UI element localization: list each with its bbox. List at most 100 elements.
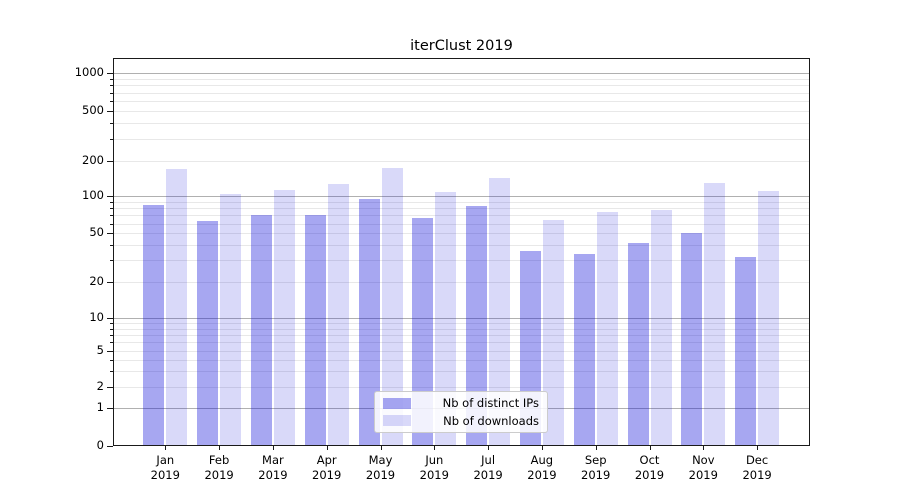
bar-distinct-ips xyxy=(143,204,165,446)
gridline-minor xyxy=(114,223,809,225)
gridline-minor xyxy=(114,281,809,283)
bar-downloads xyxy=(704,182,726,446)
bar-downloads xyxy=(758,191,780,446)
x-axis-tick-label: Mar 2019 xyxy=(258,453,288,482)
y-minor-tick-mark xyxy=(110,123,113,125)
x-tick-mark xyxy=(380,446,382,450)
x-tick-mark xyxy=(595,446,597,450)
y-minor-tick-mark xyxy=(110,92,113,94)
x-axis-tick-label: Oct 2019 xyxy=(634,453,665,482)
gridline-minor xyxy=(114,111,809,112)
x-axis-tick-label: Nov 2019 xyxy=(688,453,718,482)
y-axis-tick-label: 500 xyxy=(82,103,104,117)
gridline-minor xyxy=(114,328,809,330)
y-tick-mark xyxy=(107,351,113,352)
gridline-minor xyxy=(114,351,809,352)
bar-downloads xyxy=(435,192,457,446)
x-tick-mark xyxy=(272,446,274,450)
y-tick-mark xyxy=(107,318,113,320)
bar-distinct-ips xyxy=(304,215,326,446)
y-axis-tick-label: 50 xyxy=(89,225,104,240)
x-tick-mark xyxy=(165,446,167,450)
bar-distinct-ips xyxy=(197,220,219,446)
y-axis-tick-label: 2 xyxy=(96,378,104,393)
gridline-minor xyxy=(114,335,809,337)
x-axis-tick-label: May 2019 xyxy=(365,453,396,482)
x-axis-tick-label: Dec 2019 xyxy=(742,453,772,482)
x-tick-mark xyxy=(219,446,221,450)
gridline-minor xyxy=(114,370,809,372)
y-tick-mark xyxy=(107,281,113,283)
bar-distinct-ips xyxy=(250,215,272,446)
x-tick-mark xyxy=(757,446,759,450)
bar-downloads xyxy=(327,184,349,446)
y-minor-tick-mark xyxy=(110,328,113,330)
bar-distinct-ips xyxy=(358,198,380,446)
gridline-minor xyxy=(114,215,809,217)
gridline-minor xyxy=(114,342,809,344)
y-minor-tick-mark xyxy=(110,370,113,372)
bar-distinct-ips xyxy=(627,242,649,446)
bar-distinct-ips xyxy=(573,253,595,446)
gridline-minor xyxy=(114,101,809,103)
legend-label-distinct-ips: Nb of distinct IPs xyxy=(442,396,539,411)
gridline-minor xyxy=(114,359,809,361)
y-tick-mark xyxy=(107,161,113,162)
x-axis-tick-label: Jun 2019 xyxy=(419,453,449,482)
y-minor-tick-mark xyxy=(110,260,113,262)
bar-downloads xyxy=(273,189,295,446)
y-tick-mark xyxy=(107,196,113,198)
y-axis-tick-label: 10 xyxy=(89,310,104,325)
gridline-minor xyxy=(114,386,809,388)
x-axis-tick-label: Jul 2019 xyxy=(473,453,503,482)
gridline-minor xyxy=(114,201,809,203)
bar-downloads xyxy=(166,169,188,446)
y-minor-tick-mark xyxy=(110,245,113,247)
y-axis-tick-label: 20 xyxy=(89,273,104,288)
y-tick-mark xyxy=(107,73,113,75)
y-minor-tick-mark xyxy=(110,79,113,81)
chart-title: iterClust 2019 xyxy=(410,38,513,54)
bar-downloads xyxy=(650,210,672,446)
gridline-minor xyxy=(114,92,809,94)
y-minor-tick-mark xyxy=(110,323,113,325)
y-minor-tick-mark xyxy=(110,208,113,210)
x-axis-tick-label: Aug 2019 xyxy=(527,453,557,482)
y-axis-tick-label: 5 xyxy=(96,343,104,357)
legend: Nb of distinct IPs Nb of downloads xyxy=(374,391,548,433)
y-minor-tick-mark xyxy=(110,223,113,225)
x-tick-mark xyxy=(703,446,705,450)
gridline-minor xyxy=(114,85,809,87)
gridline-major xyxy=(114,73,809,75)
y-tick-mark xyxy=(107,111,113,112)
legend-swatch-distinct-ips xyxy=(383,397,411,409)
bar-downloads xyxy=(220,194,242,446)
x-tick-mark xyxy=(541,446,543,450)
y-minor-tick-mark xyxy=(110,85,113,87)
x-axis-tick-label: Jan 2019 xyxy=(150,453,180,482)
legend-row-downloads: Nb of downloads xyxy=(383,413,539,429)
x-tick-mark xyxy=(649,446,651,450)
y-minor-tick-mark xyxy=(110,335,113,337)
y-axis-tick-label: 1 xyxy=(96,400,104,415)
gridline-minor xyxy=(114,233,809,235)
y-minor-tick-mark xyxy=(110,201,113,203)
y-tick-mark xyxy=(107,233,113,235)
gridline-minor xyxy=(114,161,809,162)
gridline-minor xyxy=(114,245,809,247)
legend-row-distinct-ips: Nb of distinct IPs xyxy=(383,395,539,411)
y-minor-tick-mark xyxy=(110,138,113,140)
x-axis-tick-label: Apr 2019 xyxy=(312,453,342,482)
x-axis-tick-label: Feb 2019 xyxy=(204,453,234,482)
gridline-minor xyxy=(114,79,809,81)
bar-distinct-ips xyxy=(466,205,488,446)
y-axis-tick-label: 1000 xyxy=(74,65,104,80)
bar-distinct-ips xyxy=(412,218,434,446)
bar-distinct-ips xyxy=(735,256,757,446)
legend-swatch-downloads xyxy=(383,415,411,427)
y-axis-tick-label: 200 xyxy=(82,153,104,167)
y-axis-tick-label: 100 xyxy=(82,188,104,203)
bar-downloads xyxy=(381,168,403,446)
gridline-minor xyxy=(114,138,809,140)
